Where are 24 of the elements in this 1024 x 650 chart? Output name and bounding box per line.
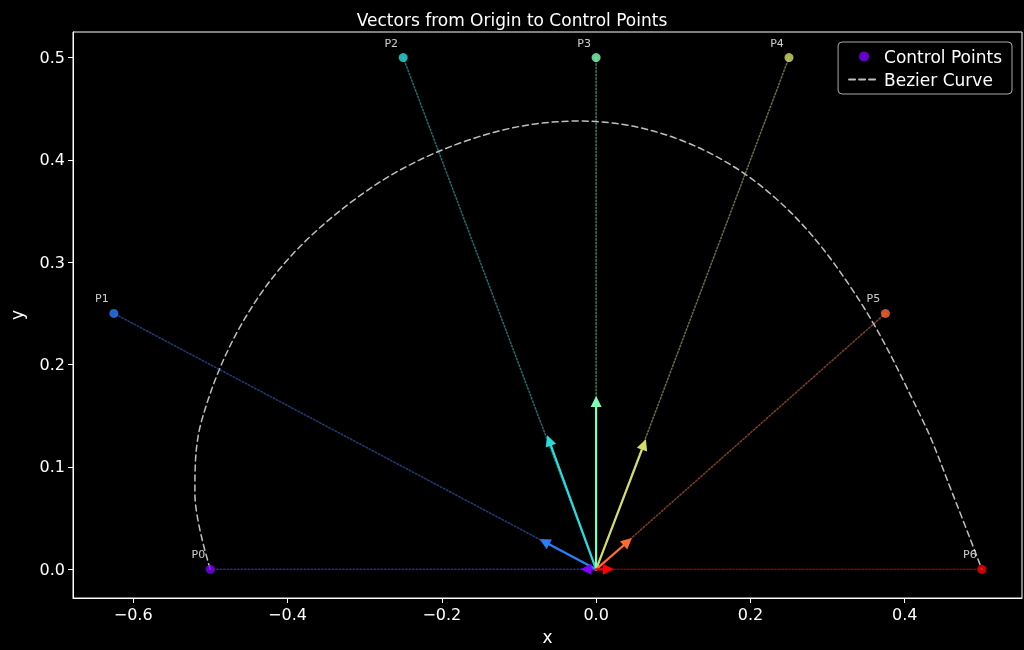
y-tick-label: 0.2 [39,355,65,375]
y-tick-label: 0.4 [39,150,65,170]
legend-label: Control Points [884,46,1003,67]
y-tick-label: 0.3 [39,252,65,272]
x-axis-title: x [542,626,553,647]
legend-label: Bezier Curve [884,69,993,90]
x-tick-label: 0.0 [583,604,609,624]
chart-title: Vectors from Origin to Control Points [356,9,668,30]
x-tick-label: −0.6 [113,604,153,624]
x-tick-label: −0.2 [422,604,462,624]
annotation: P5 [866,292,881,306]
annotation: P2 [384,36,399,50]
annotation: P4 [770,36,784,50]
annotation: P6 [963,548,977,562]
y-axis-title: y [6,309,27,321]
annotation: P1 [95,292,109,306]
y-tick-label: 0.5 [39,48,65,68]
y-tick-label: 0.0 [39,559,65,579]
annotation: P3 [577,36,591,50]
x-tick-label: 0.2 [737,604,764,624]
x-tick-label: −0.4 [268,604,307,624]
x-tick-label: 0.4 [892,604,918,624]
y-tick-label: 0.1 [39,457,65,477]
annotation: P0 [191,548,206,562]
